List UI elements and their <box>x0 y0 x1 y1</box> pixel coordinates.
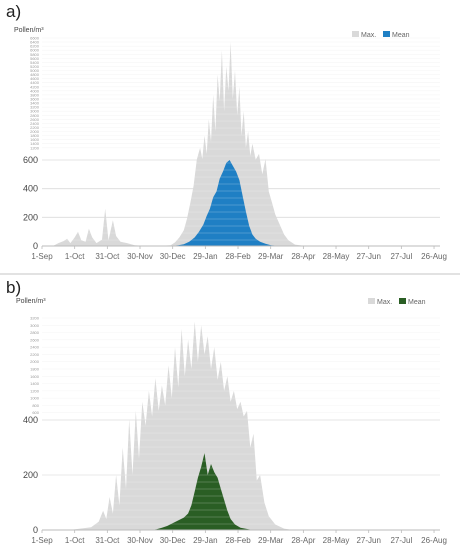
y-tick-label-minor: 2600 <box>30 117 40 122</box>
legend-swatch-mean <box>399 298 406 304</box>
x-tick-label: 1-Oct <box>65 536 85 545</box>
y-tick-label-minor: 1200 <box>30 145 40 150</box>
y-tick-label-minor: 2400 <box>30 345 40 350</box>
x-tick-label: 29-Jan <box>193 536 217 545</box>
y-tick-label-minor: 6400 <box>30 40 40 45</box>
legend-swatch-mean <box>383 31 390 37</box>
y-tick-label-minor: 2200 <box>30 352 40 357</box>
x-tick-label: 27-Jul <box>390 252 412 261</box>
y-tick-label: 400 <box>23 184 38 194</box>
y-tick-label-minor: 2800 <box>30 113 40 118</box>
chart-panel-a: a) 0 200 400 600 1200 1400 1600 1800 2000 2200 240… <box>0 0 460 272</box>
legend-label-mean: Mean <box>408 299 426 306</box>
x-tick-label: 1-Sep <box>31 252 53 261</box>
y-tick-label-minor: 1800 <box>30 133 40 138</box>
max-series-area <box>42 321 440 530</box>
y-tick-label-minor: 1600 <box>30 137 40 142</box>
x-tick-label: 28-Feb <box>225 252 251 261</box>
y-tick-label-minor: 4200 <box>30 84 40 89</box>
y-tick-label-minor: 600 <box>32 410 39 415</box>
x-tick-label: 30-Nov <box>127 536 153 545</box>
chart-a: 0200400600120014001600180020002200240026… <box>14 27 447 261</box>
y-tick-label: 400 <box>23 415 38 425</box>
x-tick-label: 29-Mar <box>258 536 284 545</box>
x-tick-label: 31-Oct <box>95 252 120 261</box>
max-series-area <box>42 42 440 246</box>
y-tick-label-minor: 3400 <box>30 101 40 106</box>
y-tick-label-minor: 6000 <box>30 48 40 53</box>
legend-label-max: Max. <box>361 32 376 39</box>
panel-label: b) <box>6 278 22 297</box>
x-tick-label: 27-Jul <box>390 536 412 545</box>
y-tick-label-minor: 3000 <box>30 109 40 114</box>
y-tick-label-minor: 5800 <box>30 52 40 57</box>
y-tick-label-minor: 4600 <box>30 76 40 81</box>
x-tick-label: 1-Oct <box>65 252 85 261</box>
y-tick-label-minor: 2400 <box>30 121 40 126</box>
x-tick-label: 29-Jan <box>193 252 217 261</box>
x-tick-label: 30-Dec <box>160 536 186 545</box>
y-tick-label-minor: 3000 <box>30 323 40 328</box>
y-tick-label-minor: 5600 <box>30 56 40 61</box>
y-axis-label: Pollen/m³ <box>14 27 44 34</box>
y-tick-label: 200 <box>23 212 38 222</box>
y-tick-label-minor: 4400 <box>30 80 40 85</box>
y-tick-label-minor: 5400 <box>30 60 40 65</box>
y-tick-label-minor: 2600 <box>30 337 40 342</box>
legend-swatch-max <box>368 298 375 304</box>
y-tick-label-minor: 6600 <box>30 36 40 41</box>
x-tick-label: 28-Apr <box>291 536 315 545</box>
y-tick-label-minor: 2800 <box>30 330 40 335</box>
y-tick-label: 0 <box>33 525 38 535</box>
legend-swatch-max <box>352 31 359 37</box>
y-tick-label-minor: 3200 <box>30 316 40 321</box>
x-tick-label: 27-Jun <box>356 252 380 261</box>
y-tick-label-minor: 1600 <box>30 374 40 379</box>
y-tick-label-minor: 800 <box>32 403 39 408</box>
y-tick-label-minor: 2000 <box>30 129 40 134</box>
x-tick-label: 31-Oct <box>95 536 120 545</box>
mean-series-area <box>42 160 440 246</box>
x-tick-label: 26-Aug <box>421 252 447 261</box>
panel-divider <box>0 273 460 275</box>
y-tick-label-minor: 2200 <box>30 125 40 130</box>
y-tick-label-minor: 1400 <box>30 381 40 386</box>
x-tick-label: 28-Feb <box>225 536 251 545</box>
y-axis-label: Pollen/m³ <box>16 298 46 305</box>
y-tick-label-minor: 1200 <box>30 388 40 393</box>
x-tick-label: 26-Aug <box>421 536 447 545</box>
y-tick-label: 0 <box>33 241 38 251</box>
y-tick-label: 200 <box>23 470 38 480</box>
y-tick-label-minor: 3800 <box>30 92 40 97</box>
y-tick-label-minor: 1400 <box>30 141 40 146</box>
panel-label: a) <box>6 2 22 21</box>
y-tick-label-minor: 4800 <box>30 72 40 77</box>
y-tick-label-minor: 3200 <box>30 105 40 110</box>
x-tick-label: 1-Sep <box>31 536 53 545</box>
x-tick-label: 30-Nov <box>127 252 153 261</box>
y-tick-label-minor: 3600 <box>30 97 40 102</box>
y-tick-label-minor: 1000 <box>30 396 40 401</box>
x-tick-label: 29-Mar <box>258 252 284 261</box>
x-tick-label: 30-Dec <box>160 252 186 261</box>
y-tick-label-minor: 2000 <box>30 359 40 364</box>
y-tick-label-minor: 5000 <box>30 68 40 73</box>
legend-label-max: Max. <box>377 299 392 306</box>
y-tick-label: 600 <box>23 155 38 165</box>
x-tick-label: 28-Apr <box>291 252 315 261</box>
x-tick-label: 27-Jun <box>356 536 380 545</box>
y-tick-label-minor: 6200 <box>30 44 40 49</box>
x-tick-label: 28-May <box>323 252 350 261</box>
chart-panel-b: b) 0 200 400 600 800 1000 1200 1400 1600 1800 2000… <box>0 276 460 550</box>
x-tick-label: 28-May <box>323 536 350 545</box>
y-tick-label-minor: 4000 <box>30 88 40 93</box>
legend-label-mean: Mean <box>392 32 410 39</box>
y-tick-label-minor: 5200 <box>30 64 40 69</box>
y-tick-label-minor: 1800 <box>30 367 40 372</box>
